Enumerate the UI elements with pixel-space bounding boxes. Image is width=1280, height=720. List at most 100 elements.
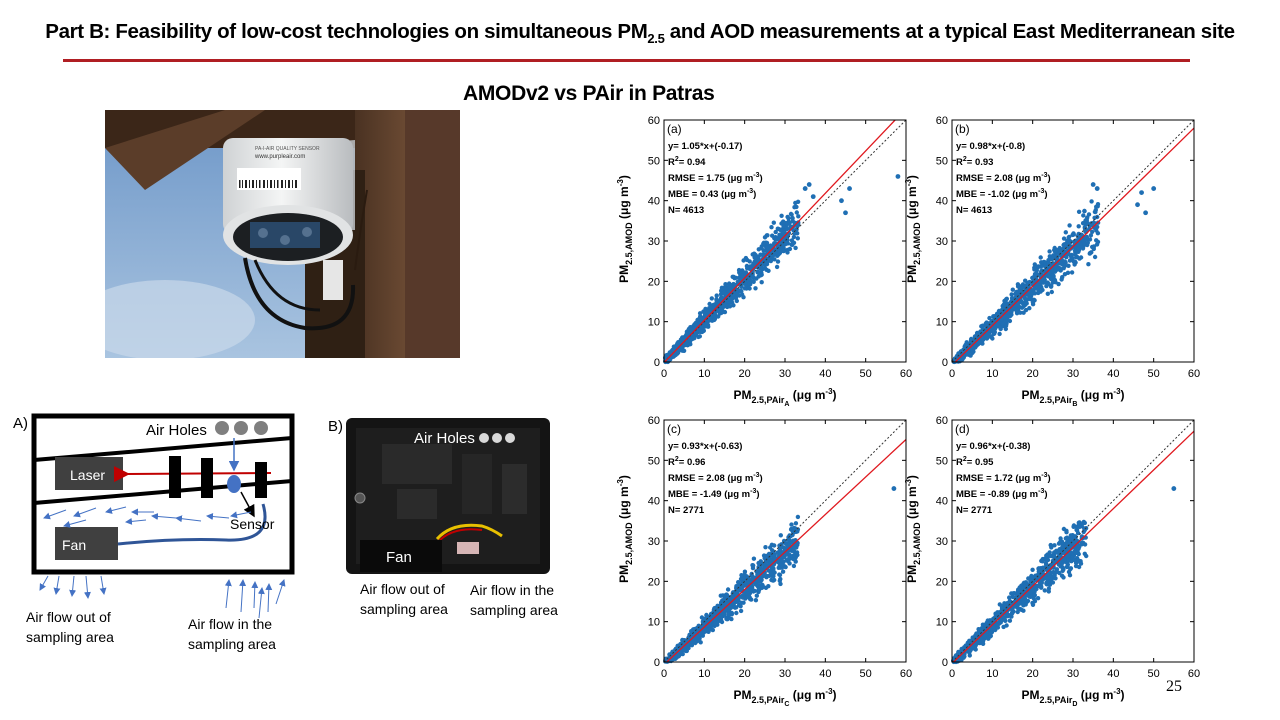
y-tick-label: 60 (648, 415, 660, 427)
scatter-point (979, 335, 984, 340)
title-tail: and AOD measurements at a typical East M… (664, 20, 1235, 43)
x-tick-label: 30 (779, 668, 791, 680)
scatter-point (727, 299, 733, 305)
scatter-point (720, 601, 725, 607)
x-tick-label: 30 (1067, 668, 1079, 680)
scatter-point (1001, 624, 1006, 630)
scatter-point (788, 211, 794, 217)
scatter-point (770, 233, 775, 238)
scatter-outlier-point (895, 174, 901, 179)
scatter-point (1073, 550, 1079, 556)
scatter-point (747, 259, 752, 264)
scatter-point (790, 219, 795, 224)
scatter-point (721, 290, 727, 295)
scatter-point (729, 595, 735, 600)
internal-flow-arrows (43, 506, 252, 528)
scatter-outlier-point (1151, 186, 1157, 191)
scatter-point (779, 562, 784, 568)
scatter-point (1077, 524, 1082, 529)
y-axis-label: PM2.5,AMOD (μg m-3) (904, 475, 922, 583)
x-tick-label: 10 (986, 668, 998, 680)
scatter-point (1082, 208, 1087, 214)
scatter-point (1047, 249, 1052, 254)
scatter-point (720, 593, 725, 598)
y-tick-label: 50 (936, 455, 948, 467)
scatter-point (1092, 215, 1097, 220)
scatter-point (1087, 251, 1092, 256)
stats-line: RMSE = 2.08 (μg m-3) (956, 172, 1051, 184)
scatter-point (794, 210, 799, 215)
scatter-point (730, 274, 735, 279)
scatter-point (1066, 558, 1071, 563)
diagram-b-board-photo: Air Holes Fan Air flow out of sampling a… (346, 418, 558, 618)
scatter-point (1003, 319, 1009, 324)
scatter-point (697, 316, 703, 321)
scatter-point (738, 576, 744, 582)
scatter-outlier-point (1094, 186, 1100, 191)
scatter-point (1015, 284, 1021, 289)
scatter-outlier-point (1171, 486, 1177, 491)
scatter-point (755, 263, 760, 268)
scatter-point (1064, 564, 1070, 570)
diagram-a-flow-out-1: Air flow out of (26, 609, 111, 625)
scatter-point (1007, 318, 1013, 324)
scatter-point (1017, 585, 1022, 590)
scatter-point (1003, 323, 1009, 328)
scatter-point (1065, 553, 1071, 559)
scatter-point (1034, 274, 1039, 279)
scatter-point (759, 577, 764, 583)
scatter-point (1015, 609, 1020, 615)
scatter-point (791, 240, 797, 245)
y-tick-label: 30 (936, 236, 948, 248)
scatter-point (1076, 520, 1081, 525)
x-tick-label: 0 (661, 368, 667, 380)
scatter-point (1090, 229, 1095, 234)
scatter-point (1075, 240, 1081, 245)
fit-line (666, 439, 907, 663)
scatter-point (777, 572, 783, 578)
scatter-point (1067, 223, 1072, 228)
scatter-point (1078, 559, 1083, 564)
scatter-point (787, 246, 793, 252)
scatter-point (974, 634, 979, 639)
x-tick-label: 50 (860, 668, 872, 680)
stats-line: N= 4613 (956, 205, 992, 216)
scatter-point (1063, 230, 1068, 235)
x-tick-label: 20 (1027, 668, 1039, 680)
diagram-a-flow-in-2: sampling area (188, 636, 276, 652)
scatter-point (794, 204, 799, 210)
scatter-point (1053, 266, 1058, 272)
scatter-point (763, 545, 768, 550)
scatter-point (1051, 273, 1056, 278)
y-tick-label: 40 (936, 496, 948, 508)
y-tick-label: 50 (936, 155, 948, 167)
diagram-b-air-holes: Air Holes (414, 430, 475, 447)
scatter-point (1039, 260, 1044, 265)
y-tick-label: 20 (648, 276, 660, 288)
scatter-point (715, 605, 720, 611)
x-axis-label: PM2.5,PAirC (μg m-3) (733, 687, 836, 708)
scatter-point (1061, 567, 1066, 572)
scatter-point (1089, 199, 1094, 204)
scatter-point (718, 614, 724, 620)
scatter-point (735, 292, 740, 297)
scatter-point (1014, 289, 1019, 295)
scatter-point (1095, 231, 1101, 236)
stats-line: R2= 0.94 (668, 156, 706, 168)
scatter-point (768, 571, 774, 576)
scatter-point (1048, 284, 1054, 289)
scatter-outlier-point (806, 182, 812, 187)
scatter-point (765, 245, 770, 250)
scatter-point (985, 332, 990, 337)
scatter-point (751, 563, 756, 568)
scatter-point (719, 308, 724, 314)
scatter-point (793, 200, 798, 206)
scatter-point (712, 314, 718, 320)
scatter-point (991, 625, 996, 630)
scatter-point (705, 309, 711, 315)
scatter-point (690, 639, 695, 645)
scatter-point (689, 629, 694, 634)
svg-text:PM2.5,PAirD (μg m-3): PM2.5,PAirD (μg m-3) (1021, 687, 1124, 708)
scatter-point (1066, 234, 1072, 240)
scatter-point (991, 327, 996, 333)
